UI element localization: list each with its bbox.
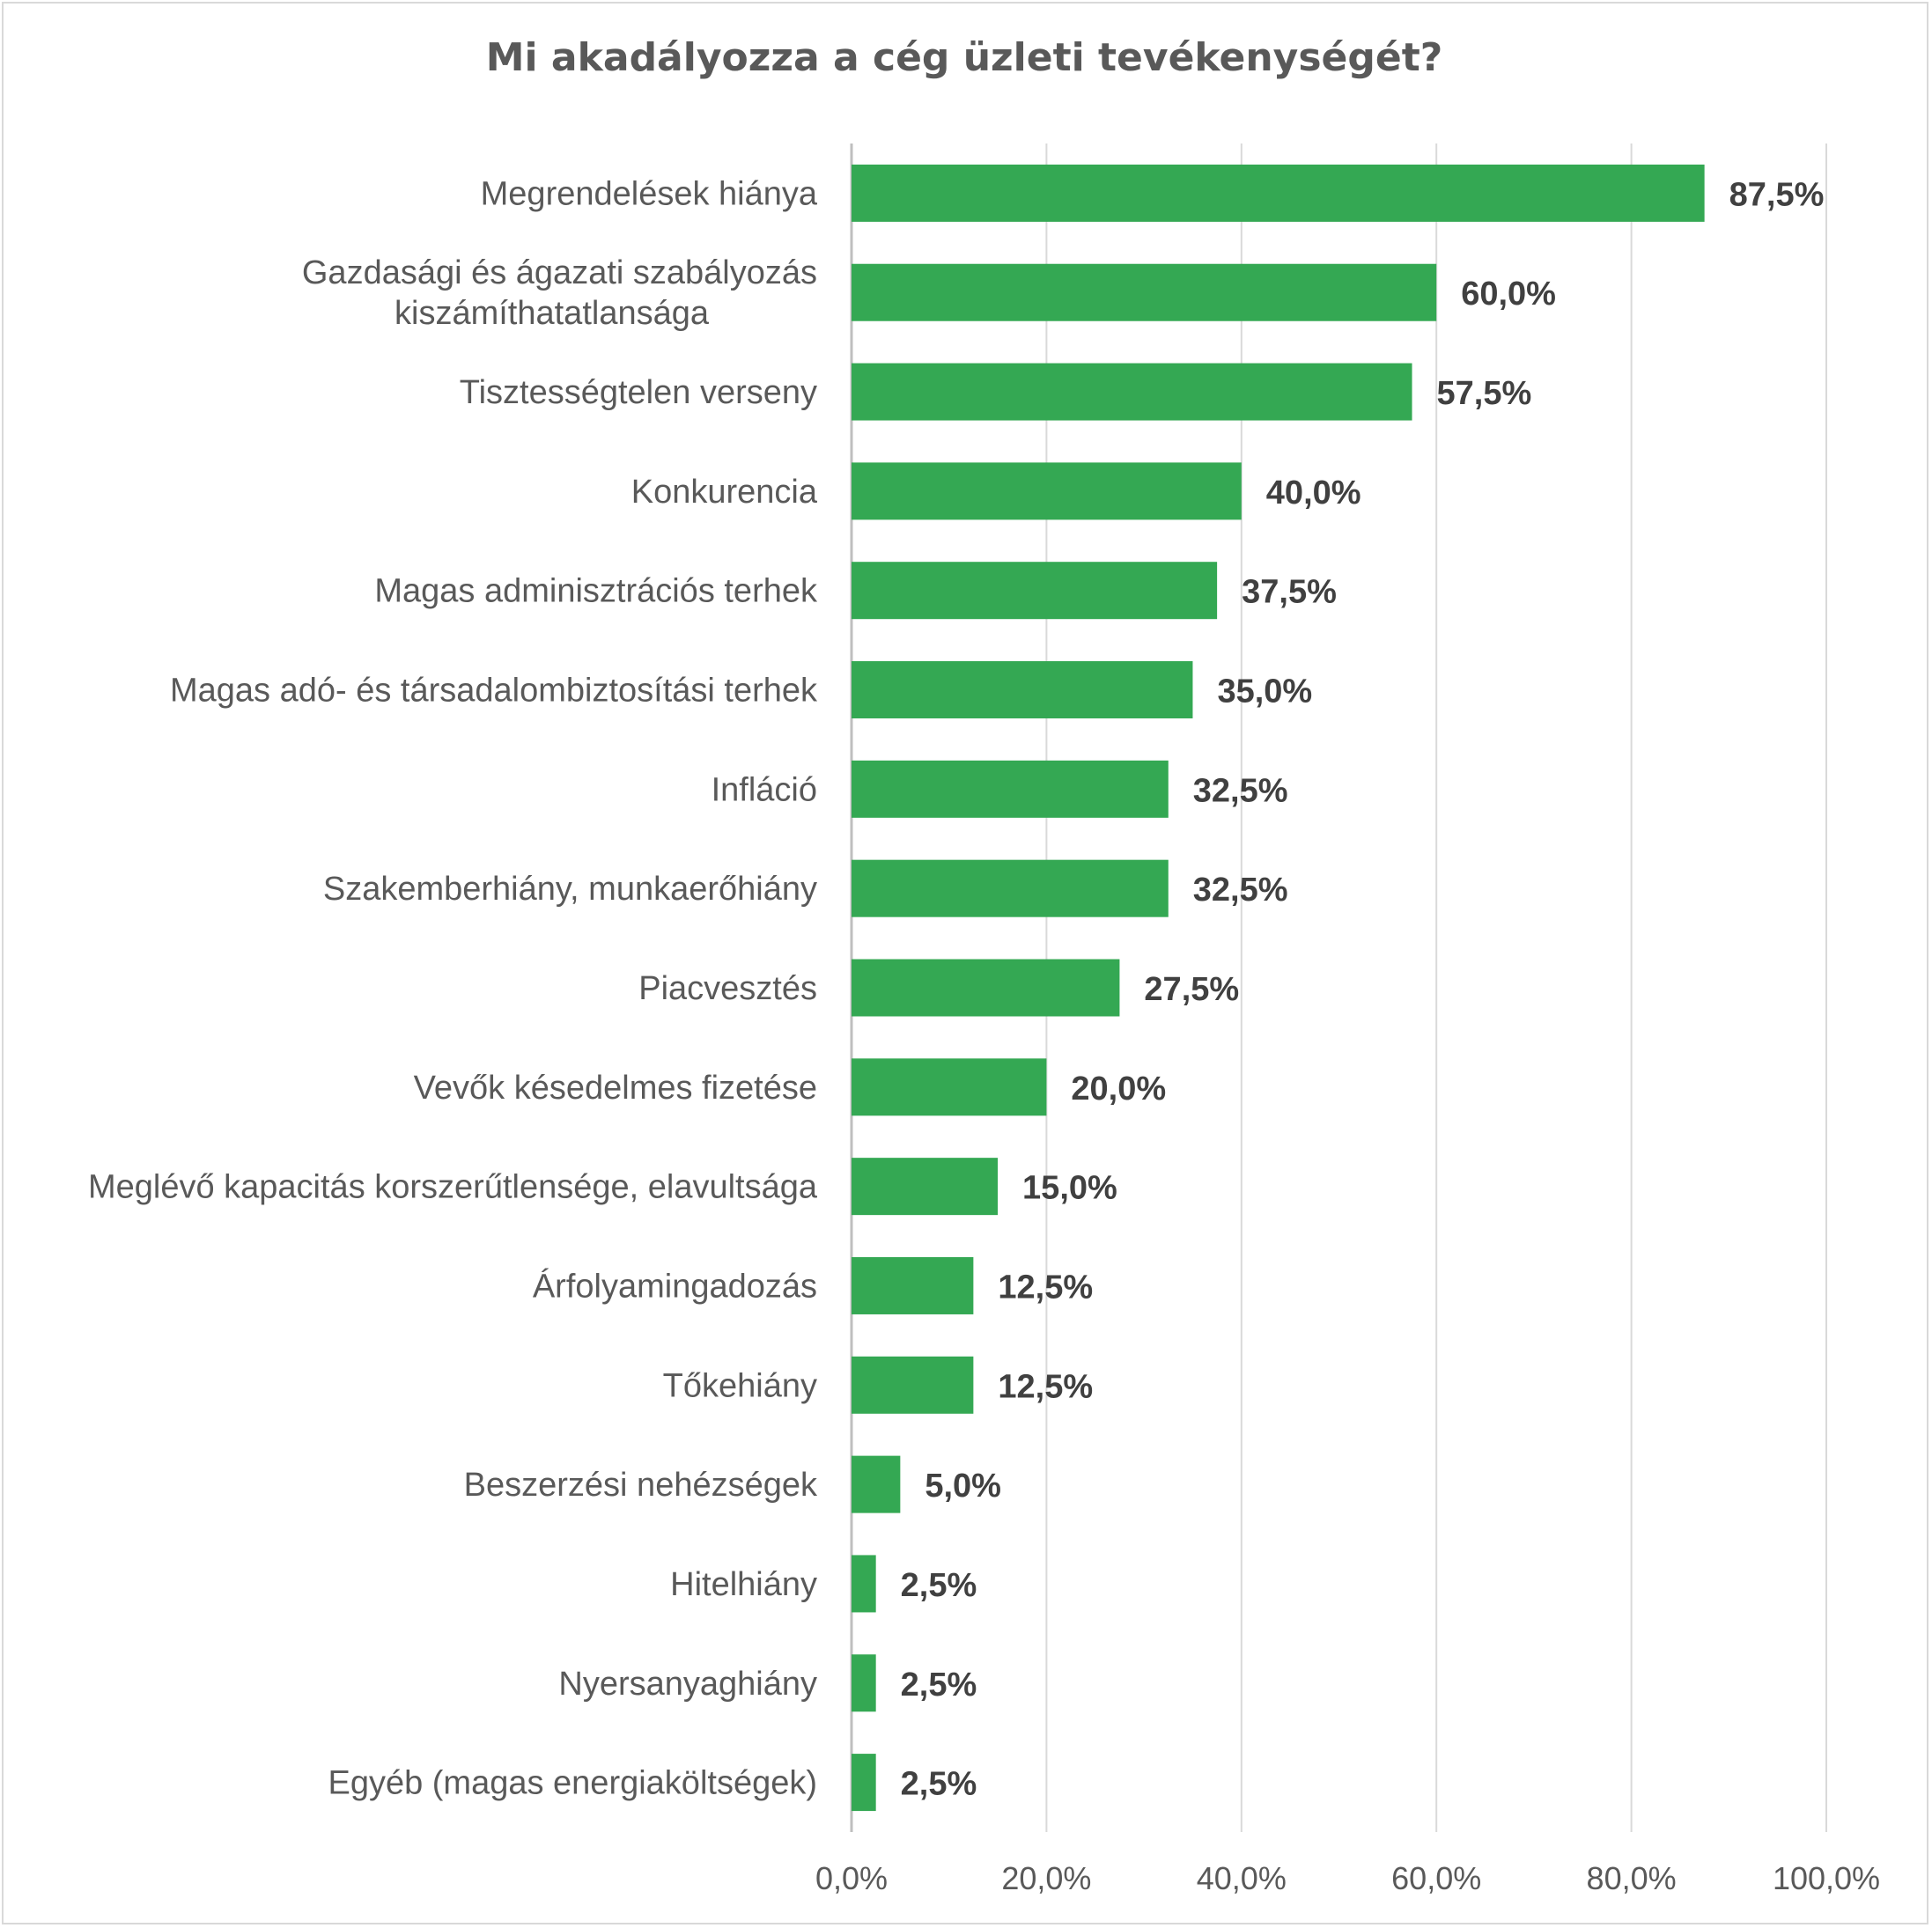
bar [852,562,1218,620]
data-label: 35,0% [1217,673,1312,710]
category-label: Szakemberhiány, munkaerőhiány [323,871,817,908]
category-label: Egyéb (magas energiaköltségek) [328,1765,817,1802]
category-label: Piacvesztés [638,970,817,1007]
bar [852,1455,901,1513]
data-label: 20,0% [1071,1071,1166,1107]
data-label: 2,5% [901,1766,977,1803]
data-label: 40,0% [1266,475,1361,511]
bar [852,363,1412,421]
category-label: Tisztességtelen verseny [460,374,817,411]
x-tick-label: 40,0% [1197,1860,1287,1896]
bars [852,164,1705,1812]
data-label: 15,0% [1022,1170,1117,1207]
chart-title: Mi akadályozza a cég üzleti tevékenységé… [485,35,1443,80]
data-label: 60,0% [1461,276,1556,313]
category-label: Infláció [712,771,817,808]
category-label: Megrendelések hiánya [481,175,818,212]
data-label: 87,5% [1729,176,1825,213]
data-label: 32,5% [1193,772,1288,809]
data-label: 12,5% [998,1368,1093,1405]
bar [852,1256,974,1314]
bar [852,164,1705,222]
x-tick-label: 100,0% [1773,1860,1880,1896]
data-label: 37,5% [1242,574,1337,611]
bar [852,760,1169,818]
bar [852,263,1437,321]
x-tick-label: 60,0% [1391,1860,1481,1896]
bar [852,859,1169,917]
data-label: 2,5% [901,1667,977,1704]
category-label: Meglévő kapacitás korszerűtlensége, elav… [88,1169,818,1206]
category-label: Magas adminisztrációs terhek [374,573,818,610]
x-tick-label: 0,0% [815,1860,888,1896]
data-label: 32,5% [1193,872,1288,909]
bar [852,462,1242,520]
category-label: Konkurencia [631,474,818,511]
bar [852,1356,974,1414]
category-label: Árfolyamingadozás [533,1267,817,1305]
bar [852,1555,876,1613]
category-label: Magas adó- és társadalombiztosítási terh… [170,673,818,710]
category-label: Gazdasági és ágazati szabályozás kiszámít… [302,254,817,332]
bar [852,1058,1047,1116]
category-label: Nyersanyaghiány [558,1666,817,1703]
category-label: Beszerzési nehézségek [464,1467,818,1504]
x-tick-label: 20,0% [1001,1860,1091,1896]
data-label: 57,5% [1437,375,1532,412]
labels: 0,0% 20,0% 40,0% 60,0% 80,0% 100,0% 87,5% Megre… [88,175,1880,1896]
data-label: 5,0% [925,1468,1001,1505]
bar [852,1654,876,1712]
data-label: 27,5% [1144,971,1239,1008]
data-label: 12,5% [998,1269,1093,1306]
category-label: Vevők késedelmes fizetése [414,1070,817,1107]
bar [852,959,1120,1017]
data-label: 2,5% [901,1567,977,1604]
category-label: Tőkehiány [663,1367,817,1404]
bar [852,661,1193,719]
x-tick-label: 80,0% [1587,1860,1677,1896]
bar [852,1158,999,1216]
category-label: Hitelhiány [670,1566,817,1603]
bar [852,1754,876,1812]
